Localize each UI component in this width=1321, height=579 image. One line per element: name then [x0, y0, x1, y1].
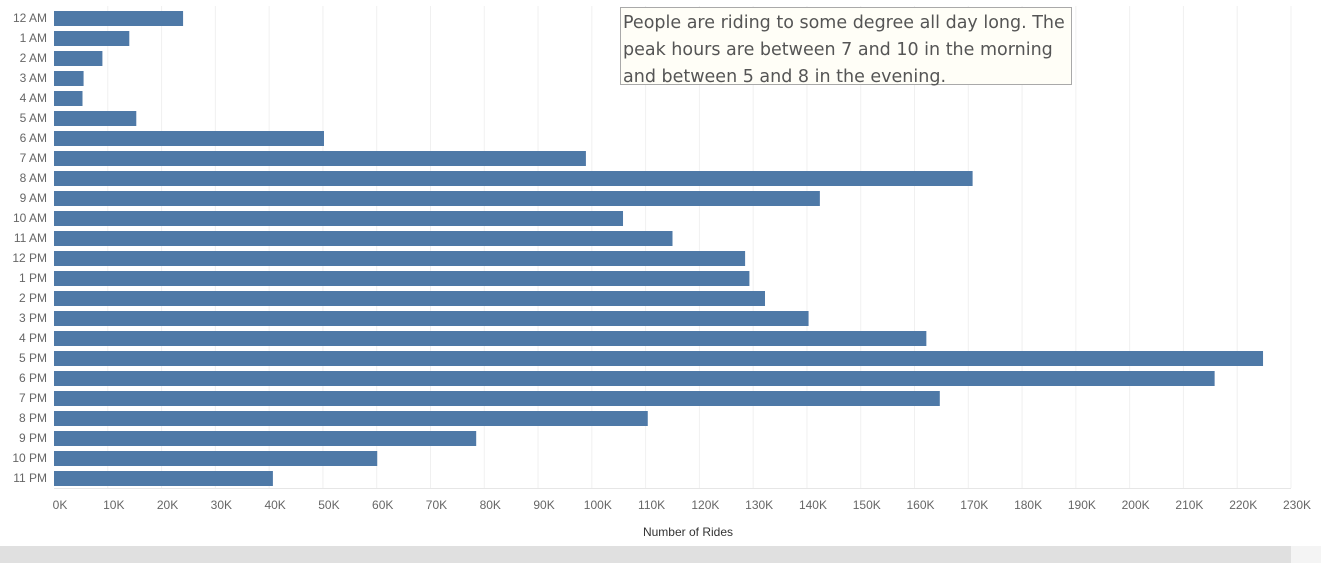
y-tick-label: 11 PM [13, 471, 47, 485]
bar[interactable] [54, 311, 809, 326]
y-tick-label: 9 AM [20, 191, 47, 205]
bar[interactable] [54, 171, 973, 186]
x-tick-label: 170K [960, 498, 988, 512]
x-axis-tick-labels: 0K 10K 20K 30K 40K 50K 60K 70K 80K 90K 100K 110K 120… [53, 498, 1311, 512]
y-tick-label: 8 PM [19, 411, 47, 425]
x-tick-label: 130K [745, 498, 773, 512]
y-tick-label: 10 AM [13, 211, 47, 225]
x-tick-label: 100K [584, 498, 612, 512]
rides-by-hour-chart: 12 AM 1 AM 2 AM 3 AM 4 AM 5 AM 6 AM 7 AM 8 AM 9 A… [12, 6, 1311, 539]
y-tick-label: 4 PM [19, 331, 47, 345]
gridlines [107, 6, 1292, 488]
x-tick-label: 160K [907, 498, 935, 512]
x-tick-label: 80K [480, 498, 501, 512]
x-tick-label: 20K [157, 498, 178, 512]
bar[interactable] [54, 131, 324, 146]
bar[interactable] [54, 431, 477, 446]
bar[interactable] [54, 391, 940, 406]
x-tick-label: 210K [1175, 498, 1203, 512]
y-tick-label: 1 AM [20, 31, 47, 45]
x-tick-label: 150K [853, 498, 881, 512]
y-tick-label: 11 AM [14, 231, 47, 245]
x-tick-label: 50K [318, 498, 339, 512]
bar[interactable] [54, 331, 927, 346]
x-tick-label: 30K [211, 498, 232, 512]
x-tick-label: 120K [691, 498, 719, 512]
bar[interactable] [54, 31, 130, 46]
x-tick-label: 70K [426, 498, 447, 512]
x-tick-label: 40K [264, 498, 285, 512]
y-tick-label: 9 PM [19, 431, 47, 445]
y-tick-label: 3 PM [19, 311, 47, 325]
x-tick-label: 140K [799, 498, 827, 512]
y-tick-label: 5 AM [20, 111, 47, 125]
y-tick-label: 12 AM [13, 11, 47, 25]
x-tick-label: 190K [1068, 498, 1096, 512]
bar[interactable] [54, 251, 746, 266]
y-tick-label: 4 AM [20, 91, 47, 105]
scrollbar-thumb[interactable] [0, 546, 1291, 563]
y-tick-label: 10 PM [12, 451, 47, 465]
bar[interactable] [54, 371, 1215, 386]
y-axis-tick-labels: 12 AM 1 AM 2 AM 3 AM 4 AM 5 AM 6 AM 7 AM 8 AM 9 A… [12, 11, 47, 485]
y-tick-label: 2 AM [20, 51, 47, 65]
x-tick-label: 220K [1229, 498, 1257, 512]
bar[interactable] [54, 231, 673, 246]
y-tick-label: 8 AM [20, 171, 47, 185]
x-tick-label: 90K [533, 498, 554, 512]
x-tick-label: 230K [1283, 498, 1311, 512]
y-tick-label: 7 AM [20, 151, 47, 165]
y-tick-label: 1 PM [19, 271, 47, 285]
bar[interactable] [54, 91, 83, 106]
annotation-box: People are riding to some degree all day… [620, 7, 1072, 87]
y-tick-label: 3 AM [20, 71, 47, 85]
y-tick-label: 6 AM [20, 131, 47, 145]
y-tick-label: 6 PM [19, 371, 47, 385]
bar[interactable] [54, 471, 273, 486]
x-axis-title: Number of Rides [643, 525, 733, 539]
bar[interactable] [54, 11, 184, 26]
bar[interactable] [54, 451, 378, 466]
x-tick-label: 180K [1014, 498, 1042, 512]
y-tick-label: 2 PM [19, 291, 47, 305]
bar[interactable] [54, 71, 84, 86]
bar[interactable] [54, 351, 1264, 366]
bar[interactable] [54, 291, 766, 306]
x-tick-label: 0K [53, 498, 68, 512]
bar[interactable] [54, 111, 137, 126]
bar[interactable] [54, 191, 820, 206]
bar[interactable] [54, 211, 624, 226]
bar[interactable] [54, 411, 648, 426]
y-tick-label: 12 PM [12, 251, 47, 265]
horizontal-scrollbar[interactable] [0, 546, 1321, 563]
bar[interactable] [54, 271, 750, 286]
x-tick-label: 60K [372, 498, 393, 512]
x-tick-label: 10K [103, 498, 124, 512]
y-tick-label: 7 PM [19, 391, 47, 405]
bar[interactable] [54, 51, 103, 66]
y-tick-label: 5 PM [19, 351, 47, 365]
bars [54, 11, 1264, 486]
bar[interactable] [54, 151, 586, 166]
x-tick-label: 200K [1122, 498, 1150, 512]
x-tick-label: 110K [638, 498, 665, 512]
